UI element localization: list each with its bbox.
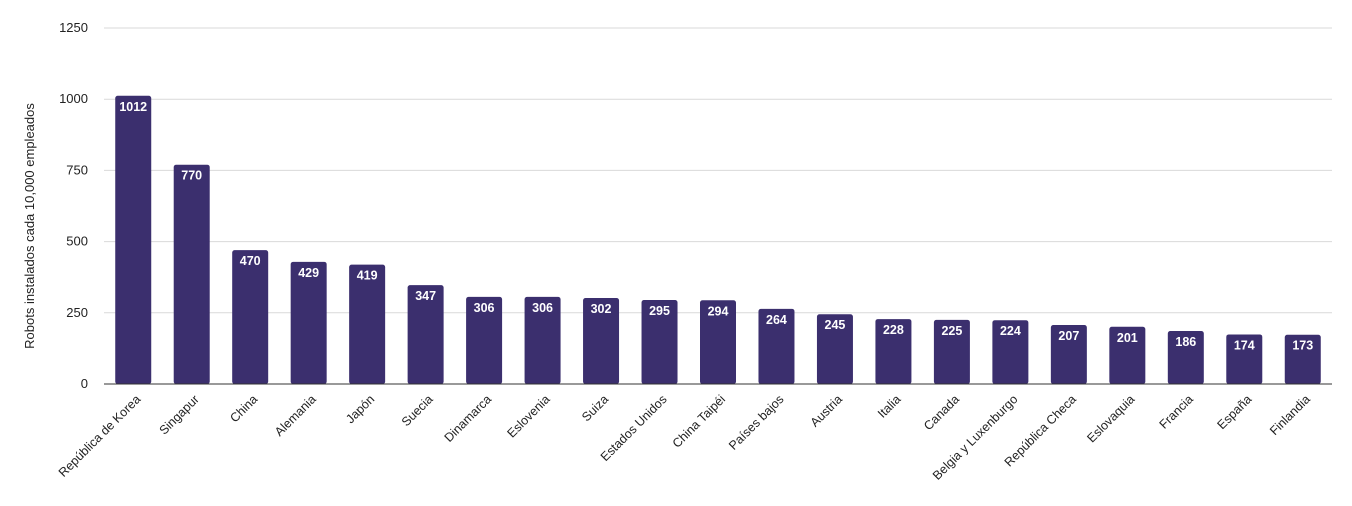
bar <box>641 299 678 384</box>
bar-value-label: 186 <box>1175 335 1196 349</box>
bar <box>407 285 444 384</box>
bar <box>758 308 795 384</box>
y-axis-title: Robots instalados cada 10,000 empleados <box>22 103 37 349</box>
bar <box>466 296 503 384</box>
x-tick-label: Dinamarca <box>442 392 495 445</box>
y-tick-label: 250 <box>66 305 88 320</box>
bar <box>1284 334 1321 384</box>
bar-value-label: 225 <box>941 324 962 338</box>
bar <box>349 264 386 384</box>
bar-value-label: 347 <box>415 289 436 303</box>
bar-value-label: 419 <box>357 269 378 283</box>
x-tick-label: Canada <box>921 392 962 433</box>
y-tick-label: 750 <box>66 162 88 177</box>
x-tick-label: Eslovaquia <box>1084 392 1137 445</box>
bar <box>992 320 1029 384</box>
x-tick-label: Singapur <box>157 392 202 437</box>
bar <box>524 296 561 384</box>
bar <box>875 319 912 384</box>
x-tick-label: Austria <box>808 392 845 429</box>
x-tick-label: China Taipéi <box>670 392 728 450</box>
y-tick-label: 500 <box>66 234 88 249</box>
bar-value-label: 306 <box>532 301 553 315</box>
gridlines <box>104 27 1332 314</box>
bar-value-label: 224 <box>1000 324 1021 338</box>
bar <box>1109 326 1146 384</box>
bar-value-label: 174 <box>1234 338 1255 352</box>
bar-value-label: 228 <box>883 323 904 337</box>
bar-value-label: 201 <box>1117 331 1138 345</box>
bar-value-label: 306 <box>474 301 495 315</box>
y-axis-ticks: 0 250 500 750 1000 1250 <box>59 20 88 391</box>
y-tick-label: 1250 <box>59 20 88 35</box>
bar-value-label: 770 <box>181 169 202 183</box>
x-tick-label: Japón <box>343 392 377 426</box>
x-tick-label: Finlandia <box>1267 392 1313 438</box>
bar-value-label: 173 <box>1292 339 1313 353</box>
y-tick-label: 0 <box>81 376 88 391</box>
x-tick-label: Eslovenia <box>504 392 552 440</box>
bar-value-label: 207 <box>1058 329 1079 343</box>
x-axis-ticks: República de Korea Singapur China Alemania J… <box>56 392 1313 483</box>
x-tick-label: Italia <box>875 392 904 421</box>
bar <box>232 250 269 384</box>
bar <box>816 314 853 384</box>
y-tick-label: 1000 <box>59 91 88 106</box>
x-tick-label: España <box>1215 392 1255 432</box>
bars <box>115 95 1321 384</box>
bar <box>1050 325 1087 384</box>
x-tick-label: Suecia <box>399 392 436 429</box>
bar <box>933 319 970 384</box>
bar-value-label: 429 <box>298 266 319 280</box>
bar <box>1226 334 1263 384</box>
bar <box>583 297 620 384</box>
bar-value-label: 1012 <box>119 100 147 114</box>
bar <box>290 261 327 384</box>
bar <box>173 164 210 384</box>
x-tick-label: Países bajos <box>726 392 787 453</box>
x-tick-label: Alemania <box>272 392 319 439</box>
x-tick-label: Suiza <box>579 392 611 424</box>
bar <box>1167 331 1204 384</box>
bar-value-label: 264 <box>766 313 787 327</box>
bar-value-label: 295 <box>649 304 670 318</box>
x-tick-label: Francia <box>1157 392 1196 431</box>
bar <box>115 95 152 384</box>
bar-value-label: 245 <box>825 318 846 332</box>
x-tick-label: China <box>227 392 260 425</box>
x-tick-label: República de Korea <box>56 392 144 480</box>
bar <box>700 300 736 384</box>
bar-value-label: 470 <box>240 254 261 268</box>
bar-value-label: 302 <box>591 302 612 316</box>
data-labels: 1012 770 470 429 419 347 306 306 302 295 294 264 245… <box>119 100 1313 353</box>
bar-value-label: 294 <box>708 304 729 318</box>
